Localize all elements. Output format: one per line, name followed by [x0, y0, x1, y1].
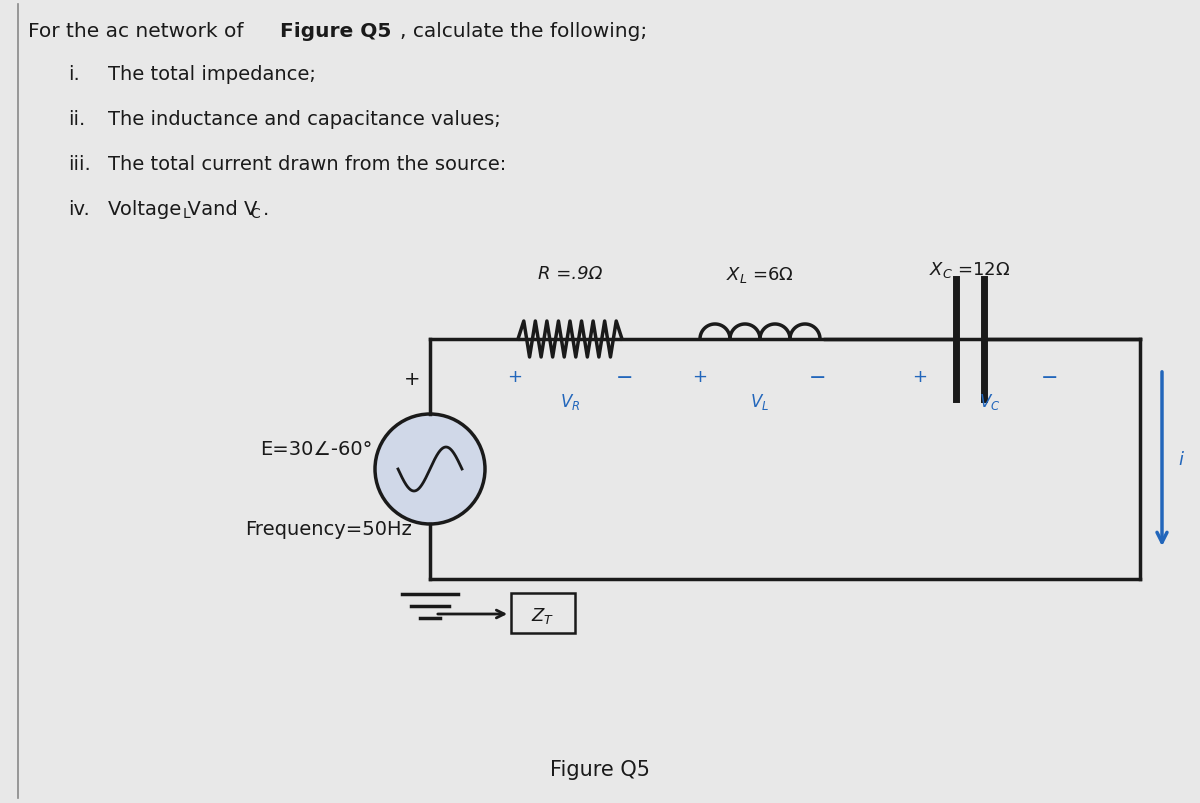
Text: $V_C$: $V_C$	[979, 392, 1001, 411]
Text: +: +	[692, 368, 708, 385]
Text: Figure Q5: Figure Q5	[280, 22, 391, 41]
Text: The total current drawn from the source:: The total current drawn from the source:	[108, 155, 506, 173]
Text: L: L	[182, 206, 191, 221]
Text: −: −	[617, 368, 634, 388]
Text: , calculate the following;: , calculate the following;	[400, 22, 647, 41]
Text: +: +	[403, 369, 420, 389]
Text: $X_C$ =12Ω: $X_C$ =12Ω	[930, 259, 1010, 279]
Circle shape	[374, 414, 485, 524]
Text: i.: i.	[68, 65, 79, 84]
Text: and V: and V	[194, 200, 257, 218]
Text: Figure Q5: Figure Q5	[550, 759, 650, 779]
Text: Frequency=50Hz: Frequency=50Hz	[245, 520, 412, 539]
Text: −: −	[1042, 368, 1058, 388]
Text: $V_R$: $V_R$	[560, 392, 580, 411]
Text: C: C	[250, 206, 259, 221]
Text: The total impedance;: The total impedance;	[108, 65, 316, 84]
Text: iv.: iv.	[68, 200, 90, 218]
Text: E=30∠-60°: E=30∠-60°	[260, 440, 372, 459]
Text: iii.: iii.	[68, 155, 91, 173]
Text: The inductance and capacitance values;: The inductance and capacitance values;	[108, 110, 500, 128]
Text: $i$: $i$	[1178, 450, 1184, 468]
Text: For the ac network of: For the ac network of	[28, 22, 250, 41]
Text: $Z_T$: $Z_T$	[532, 605, 554, 626]
Text: Voltage V: Voltage V	[108, 200, 200, 218]
Text: $X_L$ =6Ω: $X_L$ =6Ω	[726, 265, 794, 284]
Text: $V_L$: $V_L$	[750, 392, 769, 411]
Text: −: −	[809, 368, 827, 388]
Text: .: .	[263, 200, 269, 218]
Text: ii.: ii.	[68, 110, 85, 128]
Text: +: +	[508, 368, 522, 385]
Text: +: +	[912, 368, 928, 385]
Text: R =.9Ω: R =.9Ω	[538, 265, 602, 283]
